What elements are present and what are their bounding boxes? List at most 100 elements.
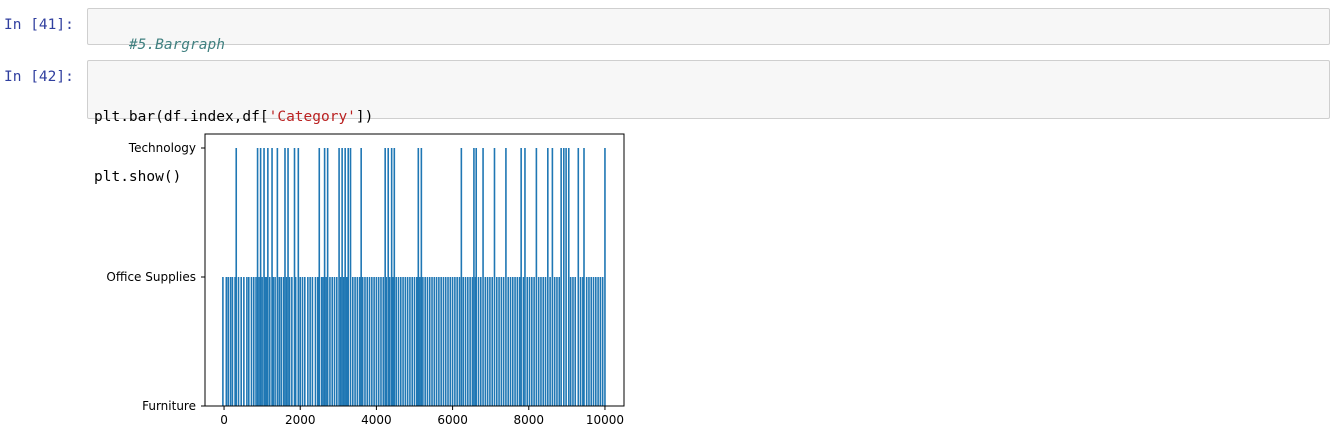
bar-technology xyxy=(387,148,390,406)
bar-office-supplies xyxy=(592,277,595,406)
bar-office-supplies xyxy=(237,277,240,406)
bar-technology xyxy=(384,148,386,406)
bar-office-supplies xyxy=(533,277,535,406)
bar-technology xyxy=(344,148,346,406)
bar-office-supplies xyxy=(438,277,440,406)
bar-office-supplies xyxy=(222,277,224,406)
bar-technology xyxy=(535,148,538,406)
bar-technology xyxy=(349,148,352,406)
y-tick-label: Technology xyxy=(128,141,196,155)
bar-technology xyxy=(520,148,522,406)
bar-office-supplies xyxy=(358,277,361,406)
bar-office-supplies xyxy=(309,277,311,406)
code-input[interactable]: #5.Bargraph xyxy=(87,8,1330,53)
bar-office-supplies xyxy=(431,277,433,406)
bar-technology xyxy=(475,148,478,406)
code-text: plt.bar(df.index,df[ xyxy=(94,109,269,125)
bar-office-supplies xyxy=(371,277,373,406)
bar-office-supplies xyxy=(518,277,521,406)
bar-office-supplies xyxy=(274,277,276,406)
bar-office-supplies xyxy=(364,277,366,406)
code-cell-42[interactable]: In [42]: plt.bar(df.index,df['Category']… xyxy=(0,60,1335,185)
bar-office-supplies xyxy=(442,277,445,406)
bar-office-supplies xyxy=(280,277,282,406)
bar-office-supplies xyxy=(375,277,378,406)
bar-office-supplies xyxy=(314,277,317,406)
bar-technology xyxy=(326,148,329,406)
bar-office-supplies xyxy=(261,277,263,406)
bar-office-supplies xyxy=(227,277,230,406)
bar-office-supplies xyxy=(320,277,323,406)
bar-office-supplies xyxy=(458,277,461,406)
bar-office-supplies xyxy=(426,277,429,406)
bar-office-supplies xyxy=(484,277,487,406)
bar-technology xyxy=(271,148,273,406)
bar-office-supplies xyxy=(516,277,519,406)
bar-office-supplies xyxy=(489,277,491,406)
bar-office-supplies xyxy=(540,277,542,406)
bar-office-supplies xyxy=(526,277,529,406)
bar-office-supplies xyxy=(368,277,371,406)
bar-technology xyxy=(493,148,496,406)
bar-office-supplies xyxy=(467,277,469,406)
bar-office-supplies xyxy=(522,277,525,406)
bar-office-supplies xyxy=(509,277,512,406)
y-ticks: Furniture Office Supplies Technology xyxy=(106,141,205,413)
x-ticks: 0 2000 4000 6000 8000 10000 xyxy=(220,406,624,427)
bar-office-supplies xyxy=(415,277,418,406)
bar-office-supplies xyxy=(454,277,456,406)
bar-office-supplies xyxy=(385,277,388,406)
bar-office-supplies xyxy=(380,277,382,406)
code-input[interactable]: plt.bar(df.index,df['Category']) plt.sho… xyxy=(87,60,1330,185)
bar-technology xyxy=(420,148,423,406)
bar-technology xyxy=(560,148,562,406)
bar-office-supplies xyxy=(255,277,257,406)
bar-office-supplies xyxy=(507,277,509,406)
bar-office-supplies xyxy=(402,277,404,406)
bar-office-supplies xyxy=(479,277,482,406)
code-text: ]) xyxy=(355,109,374,125)
bar-office-supplies xyxy=(511,277,514,406)
bar-office-supplies xyxy=(462,277,465,406)
bar-technology xyxy=(565,148,567,406)
bar-office-supplies xyxy=(388,277,391,406)
bar-technology xyxy=(547,148,549,406)
bar-office-supplies xyxy=(469,277,471,406)
bar-office-supplies xyxy=(601,277,604,406)
bar-office-supplies xyxy=(331,277,334,406)
bar-office-supplies xyxy=(500,277,503,406)
bar-office-supplies xyxy=(477,277,480,406)
bar-office-supplies xyxy=(395,277,398,406)
y-tick-label: Furniture xyxy=(142,399,196,413)
x-tick-label: 0 xyxy=(220,413,228,427)
bar-technology xyxy=(284,148,286,406)
x-tick-label: 4000 xyxy=(361,413,392,427)
bar-office-supplies xyxy=(590,277,593,406)
bar-office-supplies xyxy=(234,277,236,406)
bar-office-supplies xyxy=(307,277,309,406)
cell-output: 0 2000 4000 6000 8000 10000 Furniture Office S… xyxy=(95,128,635,434)
bar-technology xyxy=(259,148,262,406)
code-cell-41[interactable]: In [41]: #5.Bargraph xyxy=(0,8,1335,53)
bar-office-supplies xyxy=(250,277,253,406)
bar-office-supplies xyxy=(345,277,348,406)
bar-office-supplies xyxy=(433,277,436,406)
input-prompt: In [42]: xyxy=(4,69,74,85)
bar-office-supplies xyxy=(335,277,338,406)
bar-technology xyxy=(276,148,279,406)
bar-technology xyxy=(390,148,393,406)
bar-office-supplies xyxy=(464,277,467,406)
bar-technology xyxy=(563,148,565,406)
bar-office-supplies xyxy=(272,277,274,406)
bar-office-supplies xyxy=(264,277,266,406)
x-tick-label: 6000 xyxy=(437,413,468,427)
bar-office-supplies xyxy=(528,277,531,406)
bar-office-supplies xyxy=(361,277,364,406)
bar-office-supplies xyxy=(243,277,245,406)
bar-office-supplies xyxy=(444,277,447,406)
bar-office-supplies xyxy=(413,277,416,406)
x-tick-label: 2000 xyxy=(285,413,316,427)
bar-office-supplies xyxy=(268,277,271,406)
bar-technology xyxy=(263,148,265,406)
bar-technology xyxy=(338,148,340,406)
